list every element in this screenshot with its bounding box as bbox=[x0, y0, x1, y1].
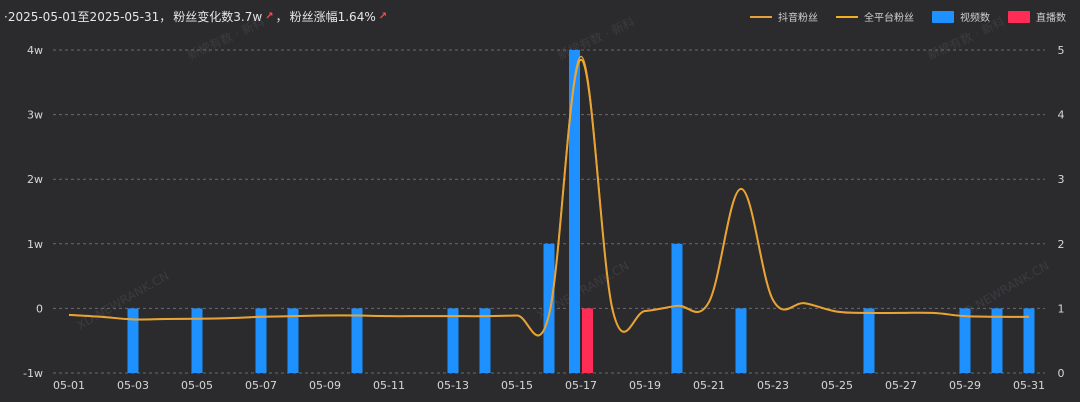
trend-up-icon: ↗ bbox=[265, 11, 274, 22]
x-tick-label: 05-07 bbox=[245, 379, 277, 392]
summary-line: ·2025-05-01至2025-05-31， 粉丝变化数3.7w ↗ ， 粉丝… bbox=[4, 8, 387, 25]
x-tick-label: 05-01 bbox=[53, 379, 85, 392]
y-left-tick-label: 4w bbox=[27, 44, 43, 57]
x-tick-label: 05-13 bbox=[437, 379, 469, 392]
summary-separator: ， bbox=[275, 10, 288, 24]
x-tick-label: 05-17 bbox=[565, 379, 597, 392]
legend-item-douyin-fans[interactable]: 抖音粉丝 bbox=[750, 9, 818, 24]
x-tick-label: 05-31 bbox=[1013, 379, 1045, 392]
video-count-bar bbox=[479, 308, 491, 373]
douyin-fans-line bbox=[68, 55, 1030, 337]
trend-up-icon: ↗ bbox=[378, 11, 388, 22]
legend-item-video-count[interactable]: 视频数 bbox=[932, 9, 990, 24]
watermark-text: 新榜有数 · 新科 bbox=[555, 14, 637, 63]
y-left-tick-label: 1w bbox=[27, 238, 43, 251]
video-count-bar bbox=[127, 308, 139, 373]
x-tick-label: 05-09 bbox=[309, 379, 341, 392]
video-count-bar bbox=[569, 50, 580, 373]
video-count-bar bbox=[543, 243, 555, 373]
video-count-bar bbox=[351, 308, 363, 373]
x-tick-label: 05-23 bbox=[757, 379, 789, 392]
watermark-text: XD.NEWRANK.CN bbox=[75, 269, 172, 333]
legend-line-swatch bbox=[750, 15, 772, 18]
x-tick-label: 05-19 bbox=[629, 379, 661, 392]
live-count-bar bbox=[582, 308, 593, 373]
y-right-tick-label: 3 bbox=[1058, 173, 1065, 186]
legend-label: 抖音粉丝 bbox=[778, 13, 818, 24]
video-count-bar bbox=[735, 308, 747, 373]
chart-legend: 抖音粉丝 全平台粉丝 视频数 直播数 bbox=[750, 9, 1066, 24]
y-left-tick-label: 0 bbox=[36, 302, 43, 315]
x-tick-label: 05-29 bbox=[949, 379, 981, 392]
y-left-tick-label: 3w bbox=[27, 109, 43, 122]
x-tick-label: 05-25 bbox=[821, 379, 853, 392]
fans-rate-value: 粉丝涨幅1.64% bbox=[289, 10, 376, 24]
x-tick-label: 05-03 bbox=[117, 379, 149, 392]
legend-rect-swatch bbox=[1008, 10, 1030, 23]
x-tick-label: 05-15 bbox=[501, 379, 533, 392]
video-count-bar bbox=[863, 308, 875, 373]
video-count-bar bbox=[671, 243, 683, 373]
legend-item-live-count[interactable]: 直播数 bbox=[1008, 9, 1066, 24]
video-count-bar bbox=[191, 308, 203, 373]
video-count-bar bbox=[991, 308, 1003, 373]
summary-date-range: ·2025-05-01至2025-05-31， bbox=[4, 10, 172, 24]
watermark-text: 新榜有数 · 新科 bbox=[185, 14, 267, 63]
y-right-tick-label: 4 bbox=[1058, 109, 1065, 122]
y-right-tick-label: 0 bbox=[1058, 367, 1065, 380]
x-tick-label: 05-27 bbox=[885, 379, 917, 392]
watermark-text: 新榜有数 · 新科 bbox=[925, 14, 1007, 63]
y-right-tick-label: 1 bbox=[1058, 302, 1065, 315]
legend-rect-swatch bbox=[932, 10, 954, 23]
legend-line-swatch bbox=[836, 15, 858, 18]
video-count-bar bbox=[1023, 308, 1035, 373]
y-right-tick-label: 5 bbox=[1058, 44, 1065, 57]
legend-label: 全平台粉丝 bbox=[864, 13, 914, 24]
video-count-bar bbox=[255, 308, 267, 373]
x-tick-label: 05-11 bbox=[373, 379, 405, 392]
y-left-tick-label: 2w bbox=[27, 173, 43, 186]
y-right-tick-label: 2 bbox=[1058, 238, 1065, 251]
video-count-bar bbox=[447, 308, 459, 373]
x-tick-label: 05-21 bbox=[693, 379, 725, 392]
video-count-bar bbox=[959, 308, 971, 373]
legend-item-all-platform-fans[interactable]: 全平台粉丝 bbox=[836, 9, 914, 24]
x-tick-label: 05-05 bbox=[181, 379, 213, 392]
legend-label: 直播数 bbox=[1036, 13, 1066, 24]
fans-change-value: 粉丝变化数3.7w bbox=[173, 10, 263, 24]
video-count-bar bbox=[287, 308, 299, 373]
legend-label: 视频数 bbox=[960, 13, 990, 24]
y-left-tick-label: -1w bbox=[23, 367, 43, 380]
